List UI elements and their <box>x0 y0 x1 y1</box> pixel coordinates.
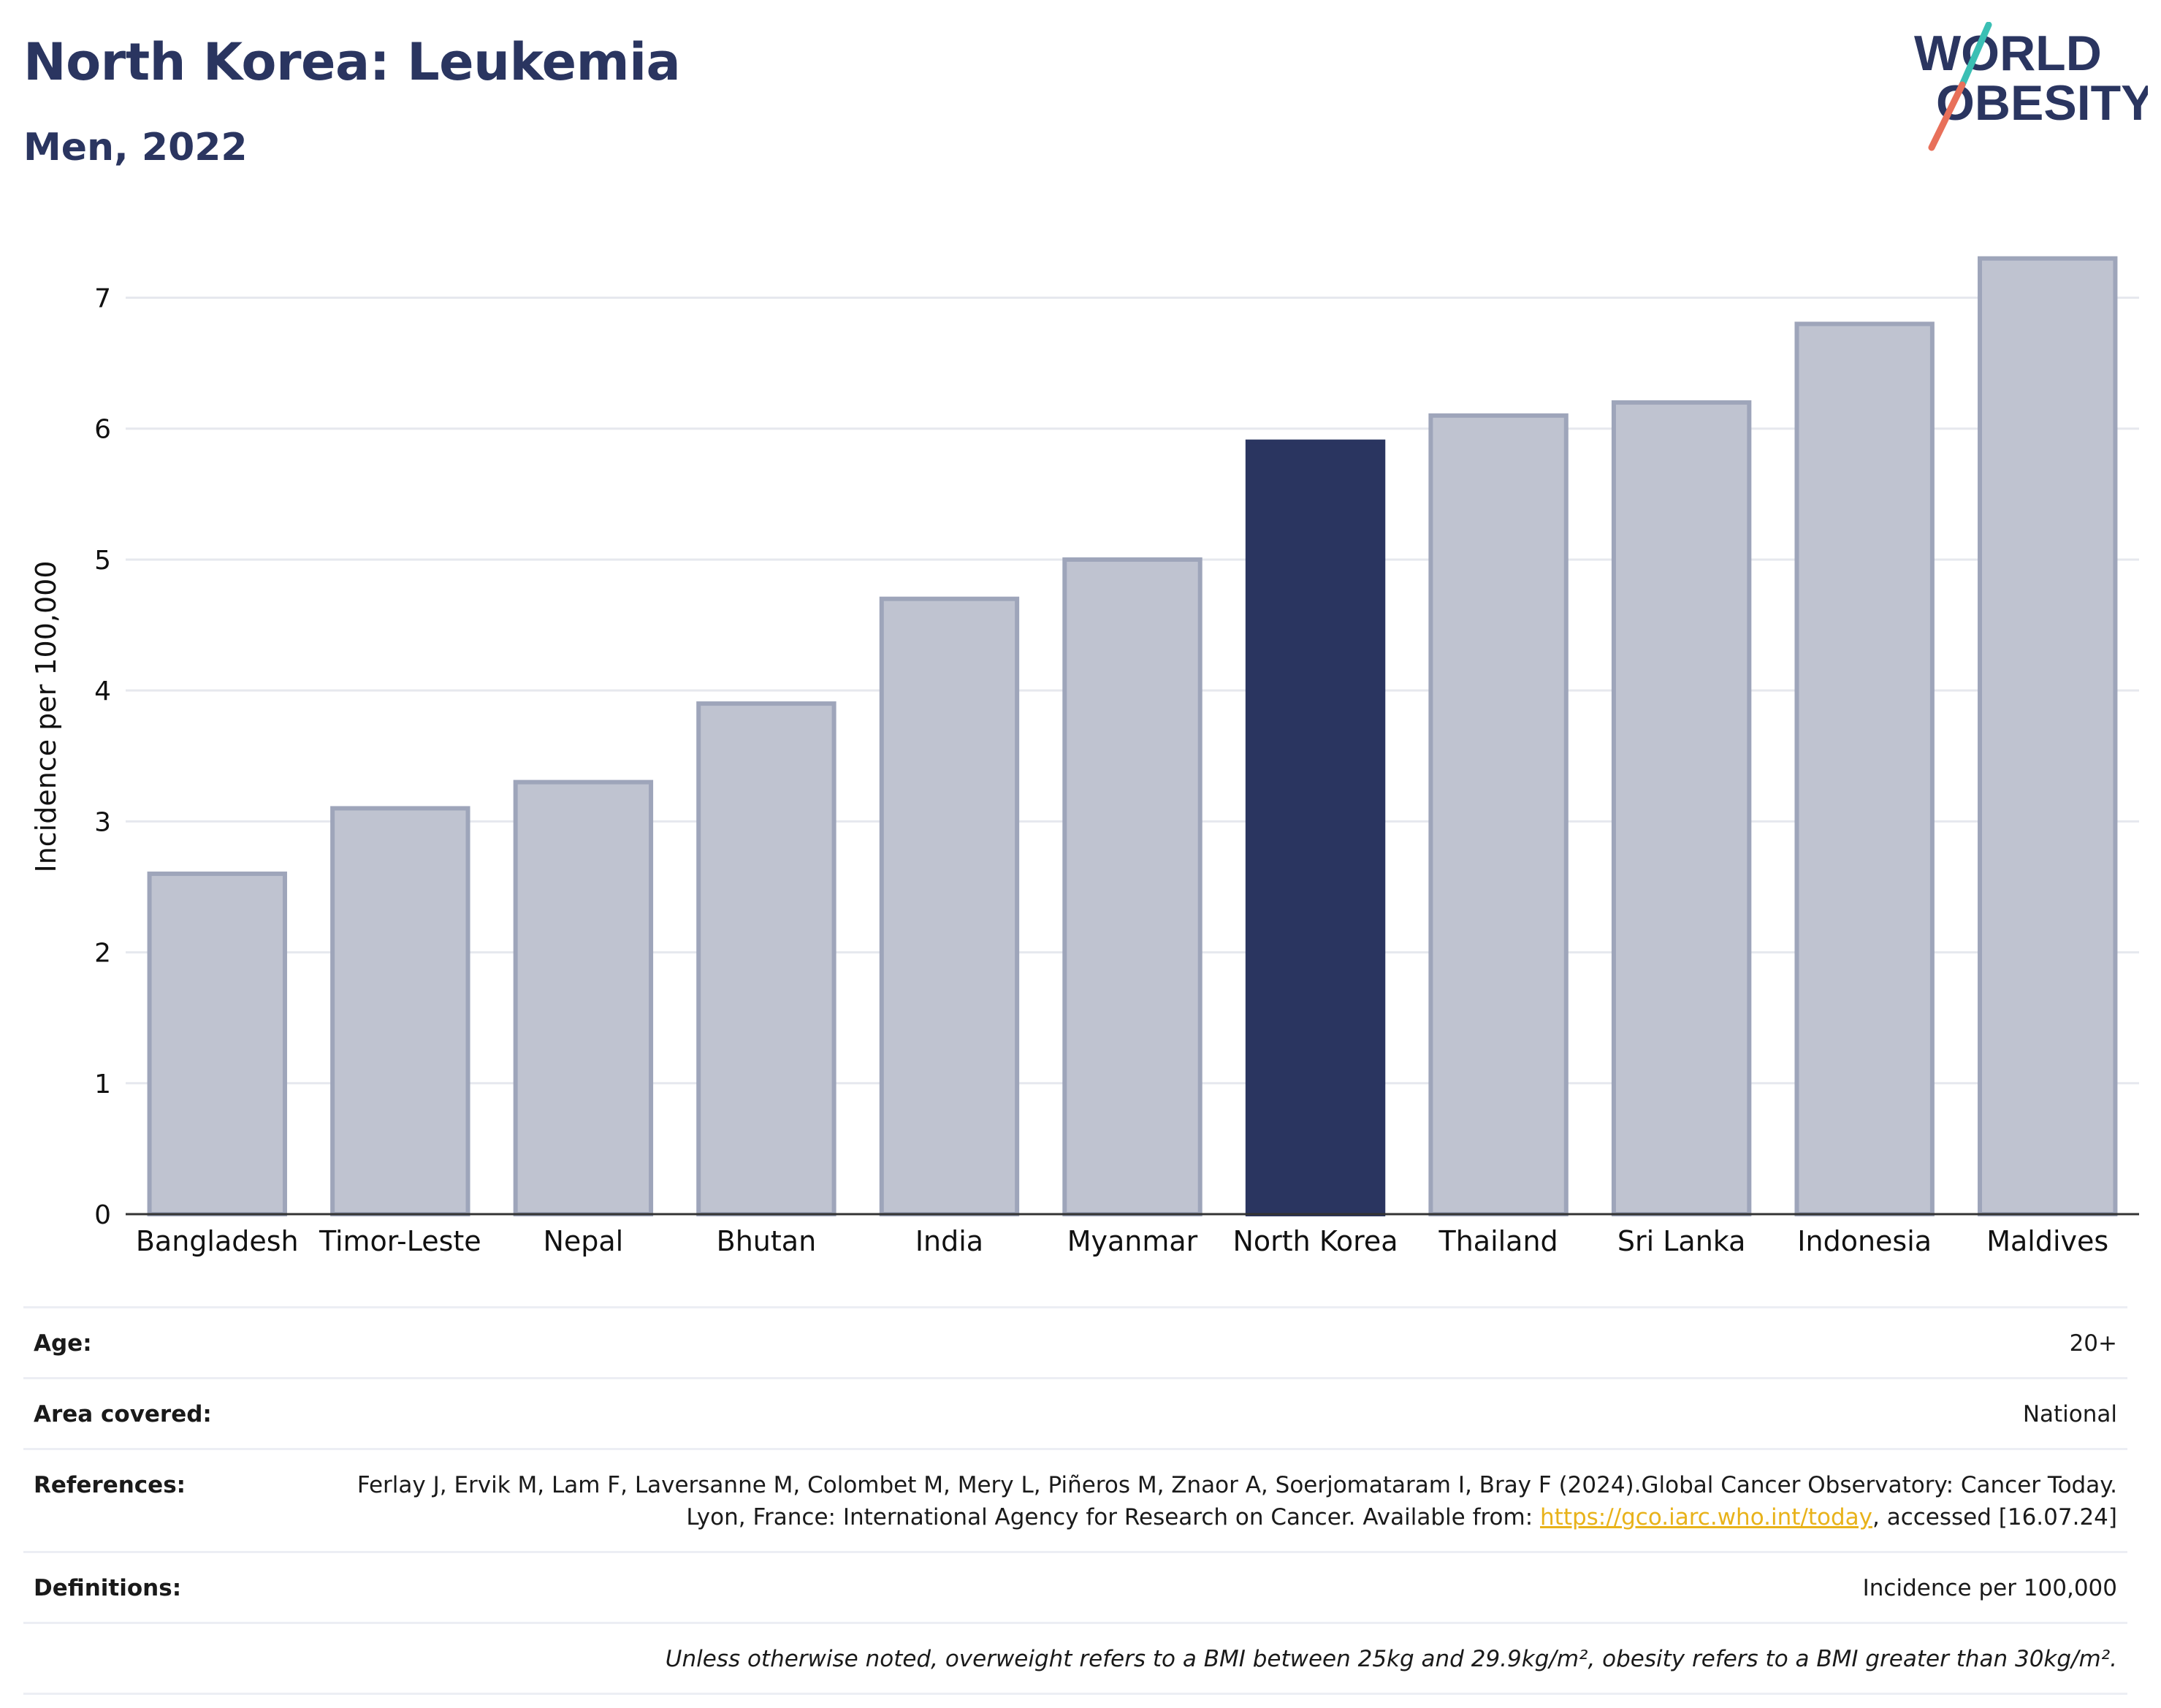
bar-indonesia <box>1794 321 1935 1216</box>
page-subtitle: Men, 2022 <box>23 126 248 169</box>
info-label-age: Age: <box>34 1330 92 1357</box>
info-label-area: Area covered: <box>34 1401 212 1427</box>
y-tick-label: 7 <box>94 284 111 314</box>
world-obesity-logo: WORLD OBESITY <box>1914 22 2148 151</box>
logo-slash-top <box>1959 22 1992 88</box>
info-row-references: References: Ferlay J, Ervik M, Lam F, La… <box>23 1448 2127 1551</box>
x-tick-label: Bangladesh <box>136 1225 299 1257</box>
x-tick-label: Nepal <box>543 1225 623 1257</box>
page-title: North Korea: Leukemia <box>23 32 681 92</box>
y-tick-label: 5 <box>94 546 111 576</box>
info-table: Age: 20+ Area covered: National Referenc… <box>23 1306 2127 1695</box>
y-tick-label: 2 <box>94 939 111 969</box>
x-tick-label: Myanmar <box>1067 1225 1198 1257</box>
x-tick-label: Bhutan <box>717 1225 817 1257</box>
x-tick-label: Sri Lanka <box>1617 1225 1746 1257</box>
info-row-definitions: Definitions: Incidence per 100,000 <box>23 1551 2127 1622</box>
logo-slash-bottom <box>1928 81 1966 151</box>
bar-thailand <box>1428 413 1569 1216</box>
info-row-area: Area covered: National <box>23 1377 2127 1448</box>
bar-india <box>879 596 1020 1216</box>
bar-nepal <box>513 779 654 1216</box>
logo-line-2: OBESITY <box>1936 75 2148 131</box>
y-tick-label: 4 <box>94 676 111 706</box>
references-accessed: , accessed [16.07.24] <box>1872 1504 2117 1530</box>
x-tick-label: Maldives <box>1986 1225 2108 1257</box>
y-tick-label: 3 <box>94 807 111 837</box>
info-value-age: 20+ <box>2069 1330 2117 1357</box>
info-value-references: Ferlay J, Ervik M, Lam F, Laversanne M, … <box>340 1469 2117 1533</box>
info-label-references: References: <box>34 1472 186 1498</box>
info-value-definitions: Incidence per 100,000 <box>1862 1575 2117 1601</box>
logo-line-1: WORLD <box>1914 26 2102 81</box>
info-label-definitions: Definitions: <box>34 1575 182 1601</box>
bar-bangladesh <box>147 872 287 1216</box>
x-tick-label: Timor-Leste <box>319 1225 481 1257</box>
info-row-age: Age: 20+ <box>23 1306 2127 1377</box>
x-axis-ticks: Bangladesh Timor-Leste Nepal Bhutan India Mya… <box>136 1225 2108 1257</box>
y-tick-label: 1 <box>94 1070 111 1099</box>
bar-maldives <box>1978 256 2118 1216</box>
y-tick-label: 6 <box>94 415 111 445</box>
info-value-area: National <box>2022 1401 2117 1427</box>
bar-bhutan <box>696 701 836 1216</box>
y-axis-ticks: 0 1 2 3 4 5 6 7 <box>94 284 111 1230</box>
bar-north-korea <box>1245 439 1386 1217</box>
references-link[interactable]: https://gco.iarc.who.int/today <box>1540 1504 1872 1530</box>
y-axis-label: Incidence per 100,000 <box>30 560 62 872</box>
bar-chart: 0 1 2 3 4 5 6 7 Bangladesh Timor-Leste Nepal Bhuta… <box>30 256 2139 1257</box>
bar-sri-lanka <box>1611 400 1752 1216</box>
info-row-note: Unless otherwise noted, overweight refer… <box>23 1622 2127 1695</box>
bars <box>147 256 2118 1217</box>
bmi-note: Unless otherwise noted, overweight refer… <box>665 1646 2117 1672</box>
x-tick-label: North Korea <box>1232 1225 1398 1257</box>
x-tick-label: Indonesia <box>1797 1225 1932 1257</box>
references-text: Ferlay J, Ervik M, Lam F, Laversanne M, … <box>357 1472 2117 1530</box>
bar-myanmar <box>1062 557 1203 1216</box>
x-tick-label: India <box>915 1225 983 1257</box>
bar-timor-leste <box>330 806 470 1216</box>
x-tick-label: Thailand <box>1438 1225 1558 1257</box>
y-tick-label: 0 <box>94 1200 111 1230</box>
